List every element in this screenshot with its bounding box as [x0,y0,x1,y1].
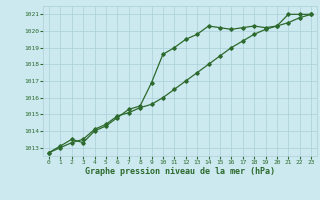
X-axis label: Graphe pression niveau de la mer (hPa): Graphe pression niveau de la mer (hPa) [85,167,275,176]
